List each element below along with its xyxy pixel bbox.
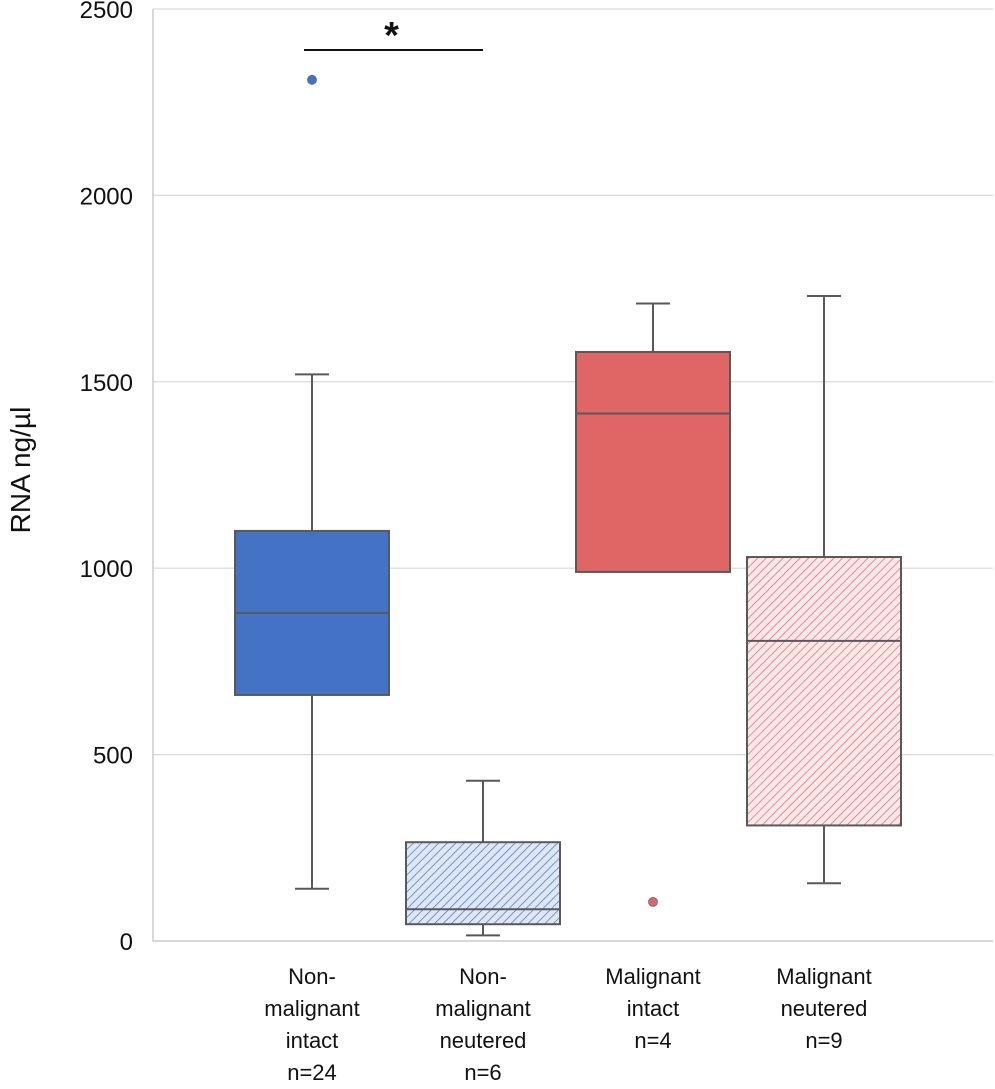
y-tick-label-500: 500 xyxy=(93,743,133,770)
box-group-1 xyxy=(234,74,390,890)
x-category-label-line: intact xyxy=(285,1028,339,1053)
x-category-label-line: Malignant xyxy=(776,964,872,989)
y-tick-label-2500: 2500 xyxy=(80,0,133,24)
x-category-label-line: n=9 xyxy=(805,1028,843,1053)
box-iqr xyxy=(746,556,902,827)
box-group-4 xyxy=(746,295,902,885)
x-category-label-line: n=24 xyxy=(287,1060,337,1085)
x-category-label-line: malignant xyxy=(264,996,360,1021)
x-category-label-line: n=4 xyxy=(634,1028,672,1053)
x-category-label-3: Malignant intact n=4 xyxy=(568,961,738,1057)
x-category-label-2: Non-malignant neutered n=6 xyxy=(398,961,568,1089)
box-group-2 xyxy=(405,779,561,937)
y-tick-label-1000: 1000 xyxy=(80,556,133,583)
x-category-label-line: malignant xyxy=(435,996,531,1021)
x-category-label-line: Non- xyxy=(459,964,507,989)
y-tick-label-1500: 1500 xyxy=(80,370,133,397)
x-category-label-line: neutered xyxy=(780,996,868,1021)
x-category-label-line: Non- xyxy=(288,964,336,989)
x-category-label-line: intact xyxy=(626,996,680,1021)
x-category-label-4: Malignant neutered n=9 xyxy=(739,961,909,1057)
outlier-point xyxy=(648,896,658,907)
y-tick-label-0: 0 xyxy=(120,929,133,956)
box-group-3 xyxy=(575,302,731,907)
box-iqr xyxy=(405,841,561,926)
x-category-label-1: Non-malignant intact n=24 xyxy=(227,961,397,1089)
x-category-label-line: n=6 xyxy=(464,1060,502,1085)
x-category-label-line: Malignant xyxy=(605,964,701,989)
outlier-point xyxy=(307,74,317,85)
y-axis-label: RNA ng/µl xyxy=(5,407,36,534)
significance-star: * xyxy=(384,15,399,57)
box-iqr xyxy=(575,350,731,573)
x-category-label-line: neutered xyxy=(439,1028,527,1053)
y-tick-label-2000: 2000 xyxy=(80,183,133,210)
